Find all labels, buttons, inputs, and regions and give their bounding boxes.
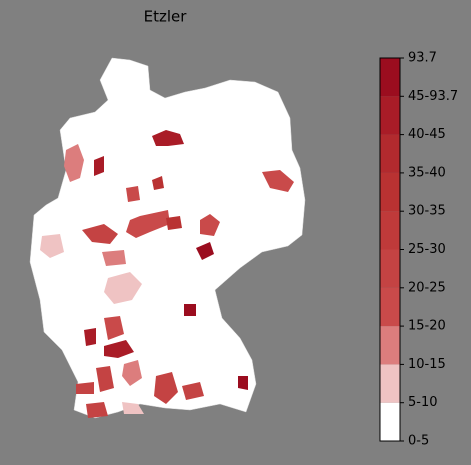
district bbox=[184, 304, 196, 316]
district bbox=[84, 328, 96, 346]
germany-outline bbox=[29, 57, 306, 419]
colorbar-label: 20-25 bbox=[408, 280, 446, 295]
district bbox=[104, 340, 134, 358]
district bbox=[152, 176, 164, 190]
colorbar-segment bbox=[380, 402, 400, 441]
district bbox=[104, 272, 142, 304]
district bbox=[104, 316, 124, 340]
district bbox=[262, 170, 294, 192]
colorbar-label: 0-5 bbox=[408, 434, 429, 449]
district bbox=[102, 250, 126, 266]
district bbox=[126, 186, 140, 202]
district bbox=[94, 156, 104, 176]
district bbox=[64, 144, 84, 182]
district-fills bbox=[40, 130, 294, 418]
colorbar-label: 10-15 bbox=[408, 357, 446, 372]
colorbar-label: 40-45 bbox=[408, 127, 446, 142]
district bbox=[238, 376, 248, 390]
colorbar: 0-5 5-10 10-15 15-20 20-25 25-30 30-35 35-40 40-… bbox=[379, 51, 458, 449]
colorbar-segment bbox=[380, 364, 400, 403]
colorbar-segment bbox=[380, 287, 400, 327]
colorbar-label: 30-35 bbox=[408, 204, 446, 219]
district bbox=[200, 214, 220, 236]
colorbar-segment bbox=[380, 58, 400, 97]
district bbox=[126, 210, 170, 238]
colorbar-segment bbox=[380, 96, 400, 135]
colorbar-label: 45-93.7 bbox=[408, 89, 458, 104]
colorbar-label: 35-40 bbox=[408, 165, 446, 180]
colorbar-segment bbox=[380, 172, 400, 212]
district bbox=[154, 372, 178, 404]
colorbar-label: 5-10 bbox=[408, 395, 438, 410]
map-title: Etzler bbox=[144, 8, 188, 26]
district bbox=[166, 216, 182, 230]
colorbar-label: 15-20 bbox=[408, 319, 446, 334]
district bbox=[40, 234, 64, 258]
district bbox=[196, 242, 214, 260]
district bbox=[122, 402, 144, 414]
colorbar-label: 93.7 bbox=[408, 51, 437, 66]
colorbar-segment bbox=[380, 134, 400, 173]
germany-map bbox=[29, 57, 306, 419]
district bbox=[152, 130, 184, 146]
district bbox=[182, 382, 204, 400]
district bbox=[96, 366, 114, 392]
district bbox=[86, 402, 108, 418]
colorbar-segment bbox=[380, 326, 400, 365]
district bbox=[122, 360, 142, 386]
district bbox=[82, 224, 118, 244]
colorbar-segment bbox=[380, 249, 400, 288]
colorbar-segment bbox=[380, 211, 400, 250]
colorbar-label: 25-30 bbox=[408, 242, 446, 257]
district bbox=[76, 382, 94, 394]
